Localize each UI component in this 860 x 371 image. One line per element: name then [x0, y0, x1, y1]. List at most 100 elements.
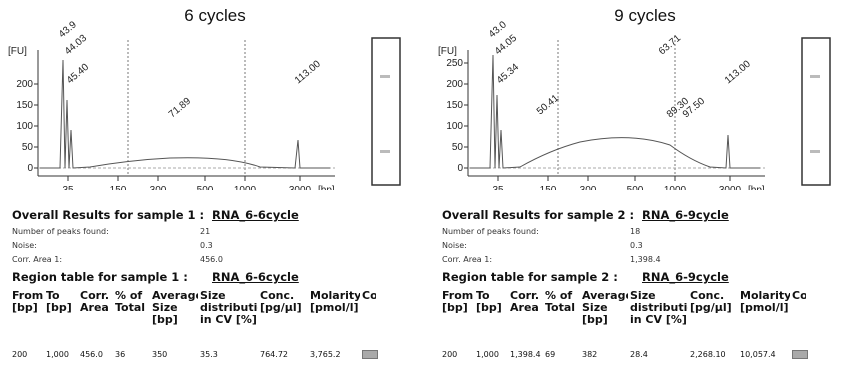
x-tick-label: 3000 — [719, 185, 742, 190]
table-cell: 2,268.10 — [690, 350, 726, 359]
x-unit: [bp] — [318, 185, 335, 190]
y-tick-label: 150 — [446, 100, 463, 111]
y-tick-label: 150 — [16, 100, 33, 111]
column-header: Color — [362, 290, 376, 338]
x-tick-label: 35 — [492, 185, 504, 190]
y-axis-label: [FU] — [8, 46, 27, 57]
y-tick-label: 50 — [452, 142, 464, 153]
results-heading: Overall Results for sample 2 : — [442, 208, 634, 222]
gel-lane — [802, 38, 830, 185]
table-cell: 1,000 — [476, 350, 499, 359]
table-cell: 69 — [545, 350, 555, 359]
table-cell: 764.72 — [260, 350, 288, 359]
y-tick-label: 50 — [22, 142, 34, 153]
peak-label: 71.89 — [167, 96, 194, 121]
column-header: Molarity [pmol/l] — [310, 290, 360, 338]
column-header: Average Size [bp] — [582, 290, 628, 338]
column-header: % of Total — [115, 290, 151, 338]
y-axis-label: [FU] — [438, 46, 457, 57]
column-header: Color — [792, 290, 806, 338]
x-tick-label: 3000 — [289, 185, 312, 190]
table-cell: 3,765.2 — [310, 350, 341, 359]
x-tick-label: 500 — [627, 185, 644, 190]
column-header: Conc. [pg/µl] — [690, 290, 738, 338]
result-label: Corr. Area 1: — [442, 255, 492, 264]
peak-label: 50.41 — [535, 93, 562, 118]
gel-lane — [372, 38, 400, 185]
column-header: Size distribution in CV [%] — [200, 290, 258, 338]
table-cell: 36 — [115, 350, 125, 359]
result-label: Corr. Area 1: — [12, 255, 62, 264]
y-tick-label: 200 — [16, 79, 33, 90]
panel: 9 cycles[FU]0501001502002503515030050010… — [430, 0, 860, 371]
panel: 6 cycles[FU]0501001502003515030050010003… — [0, 0, 430, 371]
x-tick-label: 1000 — [664, 185, 687, 190]
sample-name: RNA_6-9cycle — [642, 208, 729, 222]
x-tick-label: 500 — [197, 185, 214, 190]
column-header: % of Total — [545, 290, 581, 338]
gel-band — [380, 150, 390, 153]
gel-band — [810, 75, 820, 78]
column-header: From [bp] — [12, 290, 44, 338]
x-tick-label: 300 — [150, 185, 167, 190]
x-tick-label: 300 — [580, 185, 597, 190]
column-header: From [bp] — [442, 290, 474, 338]
result-value: 456.0 — [200, 255, 223, 264]
x-unit: [bp] — [748, 185, 765, 190]
sample-name: RNA_6-9cycle — [642, 270, 729, 284]
x-tick-label: 150 — [540, 185, 557, 190]
table-heading: Region table for sample 2 : — [442, 270, 618, 284]
x-tick-label: 35 — [62, 185, 74, 190]
table-cell: 1,398.4 — [510, 350, 541, 359]
gel-band — [380, 75, 390, 78]
x-tick-label: 150 — [110, 185, 127, 190]
table-cell: 35.3 — [200, 350, 218, 359]
column-header: Size distribution in CV [%] — [630, 290, 688, 338]
table-cell: 200 — [442, 350, 457, 359]
table-cell: 350 — [152, 350, 167, 359]
peak-label: 113.00 — [723, 58, 753, 86]
result-label: Noise: — [442, 241, 467, 250]
table-cell: 382 — [582, 350, 597, 359]
column-header: To [bp] — [476, 290, 508, 338]
y-tick-label: 100 — [446, 121, 463, 132]
result-value: 0.3 — [200, 241, 213, 250]
y-tick-label: 0 — [457, 163, 463, 174]
peak-label: 63.71 — [657, 33, 684, 58]
x-tick-label: 1000 — [234, 185, 257, 190]
y-tick-label: 0 — [27, 163, 33, 174]
result-label: Noise: — [12, 241, 37, 250]
table-cell: 1,000 — [46, 350, 69, 359]
result-label: Number of peaks found: — [12, 227, 109, 236]
peak-label: 45.40 — [65, 62, 92, 87]
results-heading: Overall Results for sample 1 : — [12, 208, 204, 222]
color-swatch — [362, 350, 378, 359]
column-header: Corr. Area — [80, 290, 114, 338]
y-tick-label: 200 — [446, 79, 463, 90]
y-tick-label: 250 — [446, 58, 463, 69]
gel-band — [810, 150, 820, 153]
electropherogram: [FU]0501001502003515030050010003000[bp]4… — [0, 0, 430, 190]
sample-name: RNA_6-6cycle — [212, 208, 299, 222]
screen: 6 cycles[FU]0501001502003515030050010003… — [0, 0, 860, 371]
sample-name: RNA_6-6cycle — [212, 270, 299, 284]
table-cell: 28.4 — [630, 350, 648, 359]
table-heading: Region table for sample 1 : — [12, 270, 188, 284]
result-label: Number of peaks found: — [442, 227, 539, 236]
column-header: To [bp] — [46, 290, 78, 338]
peak-label: 45.34 — [495, 62, 522, 87]
column-header: Molarity [pmol/l] — [740, 290, 790, 338]
table-cell: 10,057.4 — [740, 350, 776, 359]
peak-label: 113.00 — [293, 58, 323, 86]
table-cell: 456.0 — [80, 350, 103, 359]
result-value: 1,398.4 — [630, 255, 661, 264]
result-value: 0.3 — [630, 241, 643, 250]
result-value: 18 — [630, 227, 640, 236]
column-header: Average Size [bp] — [152, 290, 198, 338]
result-value: 21 — [200, 227, 210, 236]
color-swatch — [792, 350, 808, 359]
column-header: Corr. Area — [510, 290, 544, 338]
column-header: Conc. [pg/µl] — [260, 290, 308, 338]
table-cell: 200 — [12, 350, 27, 359]
electropherogram: [FU] 0 50 100 150 200 250 35 150 300 500 1000 3000 [b… — [430, 0, 860, 190]
